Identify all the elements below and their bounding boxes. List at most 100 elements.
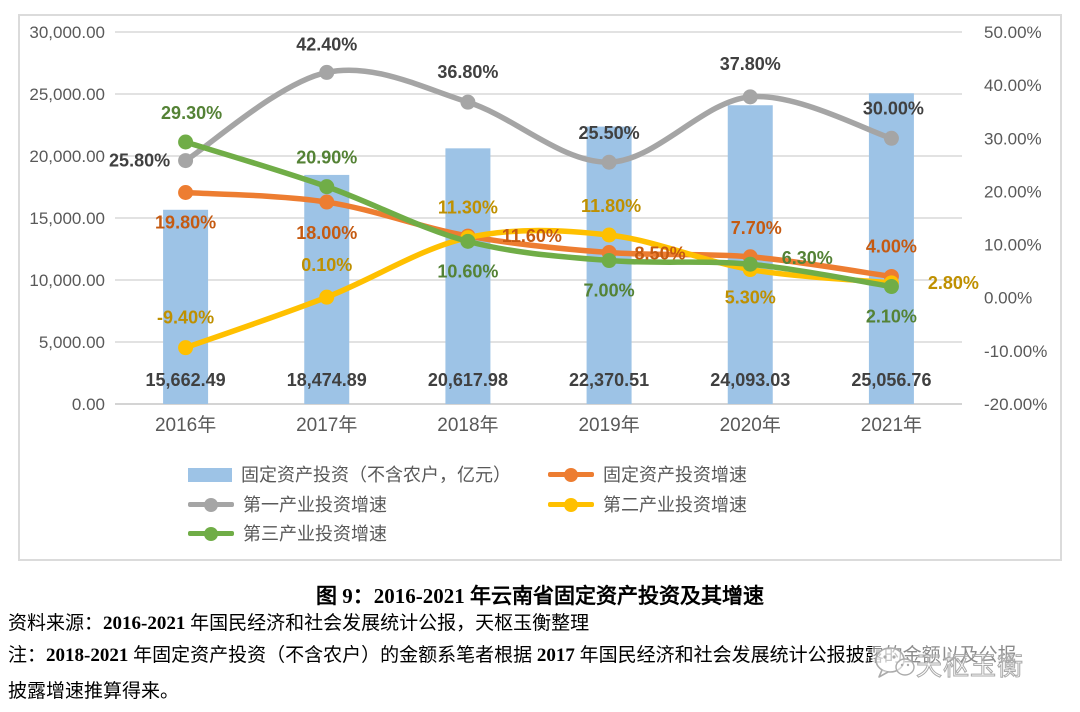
point-第一产业投资增速-2016年 — [178, 153, 194, 169]
point-第三产业投资增速-2016年 — [178, 134, 194, 150]
bar-value-label: 24,093.03 — [710, 370, 790, 390]
legend-item: 固定资产投资（不含农户，亿元） — [188, 465, 511, 485]
data-label: 8.50% — [635, 244, 686, 264]
line-第一产业投资增速 — [182, 67, 895, 165]
legend-dot — [204, 498, 218, 512]
point-第一产业投资增速-2018年 — [460, 94, 476, 110]
footnote-segment: 2018-2021 — [46, 645, 129, 666]
data-label: 20.90% — [296, 148, 357, 168]
point-第二产业投资增速-2017年 — [319, 289, 335, 305]
footnote-segment: 披露增速推算得来。 — [8, 681, 180, 702]
legend-bar-swatch — [188, 468, 232, 482]
bar-value-label: 18,474.89 — [287, 370, 367, 390]
footnote-segment: 注： — [8, 645, 47, 666]
combo-chart: 19.80% 18.00% 11.60% 8.50% 7.70% 4.00% 25.80% 4… — [29, 23, 1047, 436]
wechat-icon — [875, 647, 915, 678]
data-label: 18.00% — [296, 223, 357, 243]
point-第三产业投资增速-2019年 — [601, 253, 617, 269]
left-axis-tick: 25,000.00 — [29, 85, 105, 104]
data-label: 11.80% — [581, 196, 641, 216]
data-label: 11.30% — [438, 198, 498, 218]
legend-label: 固定资产投资（不含农户，亿元） — [241, 465, 511, 485]
footnote-segment: 2017 — [536, 645, 575, 666]
right-axis-tick: 20.00% — [984, 182, 1042, 201]
legend-item: 第一产业投资增速 — [188, 495, 387, 515]
data-label: 19.80% — [155, 212, 216, 232]
footnote-segment: 2016-2021 — [103, 613, 186, 634]
legend-label: 第三产业投资增速 — [243, 524, 387, 544]
x-axis-label: 2018年 — [437, 414, 498, 436]
line-第二产业投资增速 — [182, 227, 895, 351]
left-axis-tick: 15,000.00 — [29, 209, 105, 228]
data-label: 7.70% — [731, 218, 782, 238]
right-axis-tick: 30.00% — [984, 129, 1042, 148]
data-label: 7.00% — [584, 281, 635, 301]
data-label: 0.10% — [301, 255, 352, 275]
legend-label: 固定资产投资增速 — [603, 465, 747, 485]
point-第一产业投资增速-2017年 — [319, 64, 335, 80]
watermark-text: 天枢玉衡 — [915, 651, 1025, 681]
bar-2018年 — [445, 148, 491, 404]
bar-value-label: 25,056.76 — [851, 370, 931, 390]
x-axis-label: 2020年 — [720, 414, 781, 436]
point-固定资产投资增速-2017年 — [319, 194, 335, 210]
data-label: 25.50% — [579, 123, 640, 143]
point-第一产业投资增速-2020年 — [742, 89, 758, 105]
left-axis-tick: 0.00 — [72, 395, 105, 414]
x-axis-label: 2016年 — [155, 414, 216, 436]
data-label: 29.30% — [161, 103, 222, 123]
footnote-segment: 年固定资产投资（不含农户）的金额系笔者根据 — [128, 645, 537, 666]
legend-line-swatch — [188, 524, 234, 544]
left-axis-tick: 5,000.00 — [39, 333, 105, 352]
legend-line-swatch — [188, 495, 234, 515]
data-label: 37.80% — [720, 54, 781, 74]
point-第三产业投资增速-2018年 — [460, 233, 476, 249]
x-axis-label: 2017年 — [296, 414, 357, 436]
legend-dot — [564, 498, 578, 512]
line-第三产业投资增速 — [182, 139, 895, 290]
bar-value-label: 22,370.51 — [569, 370, 649, 390]
point-固定资产投资增速-2016年 — [178, 184, 194, 200]
data-label: 4.00% — [866, 236, 917, 256]
data-label: -9.40% — [157, 308, 214, 328]
data-label: 2.80% — [928, 273, 979, 293]
legend-dot — [564, 468, 578, 482]
legend-dot — [204, 527, 218, 541]
legend-label: 第二产业投资增速 — [603, 495, 747, 515]
right-axis-tick: 0.00% — [984, 289, 1032, 308]
legend-item: 第三产业投资增速 — [188, 524, 387, 544]
data-label: 6.30% — [782, 248, 833, 268]
right-axis-tick: 50.00% — [984, 23, 1042, 42]
data-label: 30.00% — [863, 98, 924, 118]
point-第一产业投资增速-2019年 — [601, 154, 617, 170]
legend-line-swatch — [548, 465, 594, 485]
footnote-line-2: 披露增速推算得来。 — [8, 680, 179, 704]
bar-value-label: 20,617.98 — [428, 370, 508, 390]
data-label: 5.30% — [725, 288, 776, 308]
data-label: 2.10% — [866, 307, 917, 327]
point-第二产业投资增速-2019年 — [601, 227, 617, 243]
legend-line-swatch — [548, 495, 594, 515]
point-第二产业投资增速-2016年 — [178, 340, 194, 356]
point-第一产业投资增速-2021年 — [883, 130, 899, 146]
footnote-segment: 资料来源： — [8, 613, 104, 634]
data-label: 10.60% — [437, 261, 498, 281]
data-label: 11.60% — [502, 226, 562, 246]
data-label: 42.40% — [296, 34, 357, 54]
source-note: 资料来源：2016-2021 年国民经济和社会发展统计公报，天枢玉衡整理 — [8, 612, 589, 636]
left-axis-tick: 30,000.00 — [29, 23, 105, 42]
right-axis-tick: -20.00% — [984, 395, 1047, 414]
line-固定资产投资增速 — [182, 189, 895, 280]
right-axis-tick: 40.00% — [984, 76, 1042, 95]
legend-item: 第二产业投资增速 — [548, 495, 747, 515]
point-第三产业投资增速-2017年 — [319, 179, 335, 195]
right-axis-tick: 10.00% — [984, 236, 1042, 255]
left-axis-tick: 10,000.00 — [29, 271, 105, 290]
point-第三产业投资增速-2020年 — [742, 256, 758, 272]
footnote-segment: 年国民经济和社会发展统计公报，天枢玉衡整理 — [185, 613, 590, 634]
point-第三产业投资增速-2021年 — [883, 279, 899, 295]
data-label: 25.80% — [109, 151, 170, 171]
x-axis-label: 2019年 — [578, 414, 639, 436]
watermark: 天枢玉衡 — [872, 641, 1030, 687]
